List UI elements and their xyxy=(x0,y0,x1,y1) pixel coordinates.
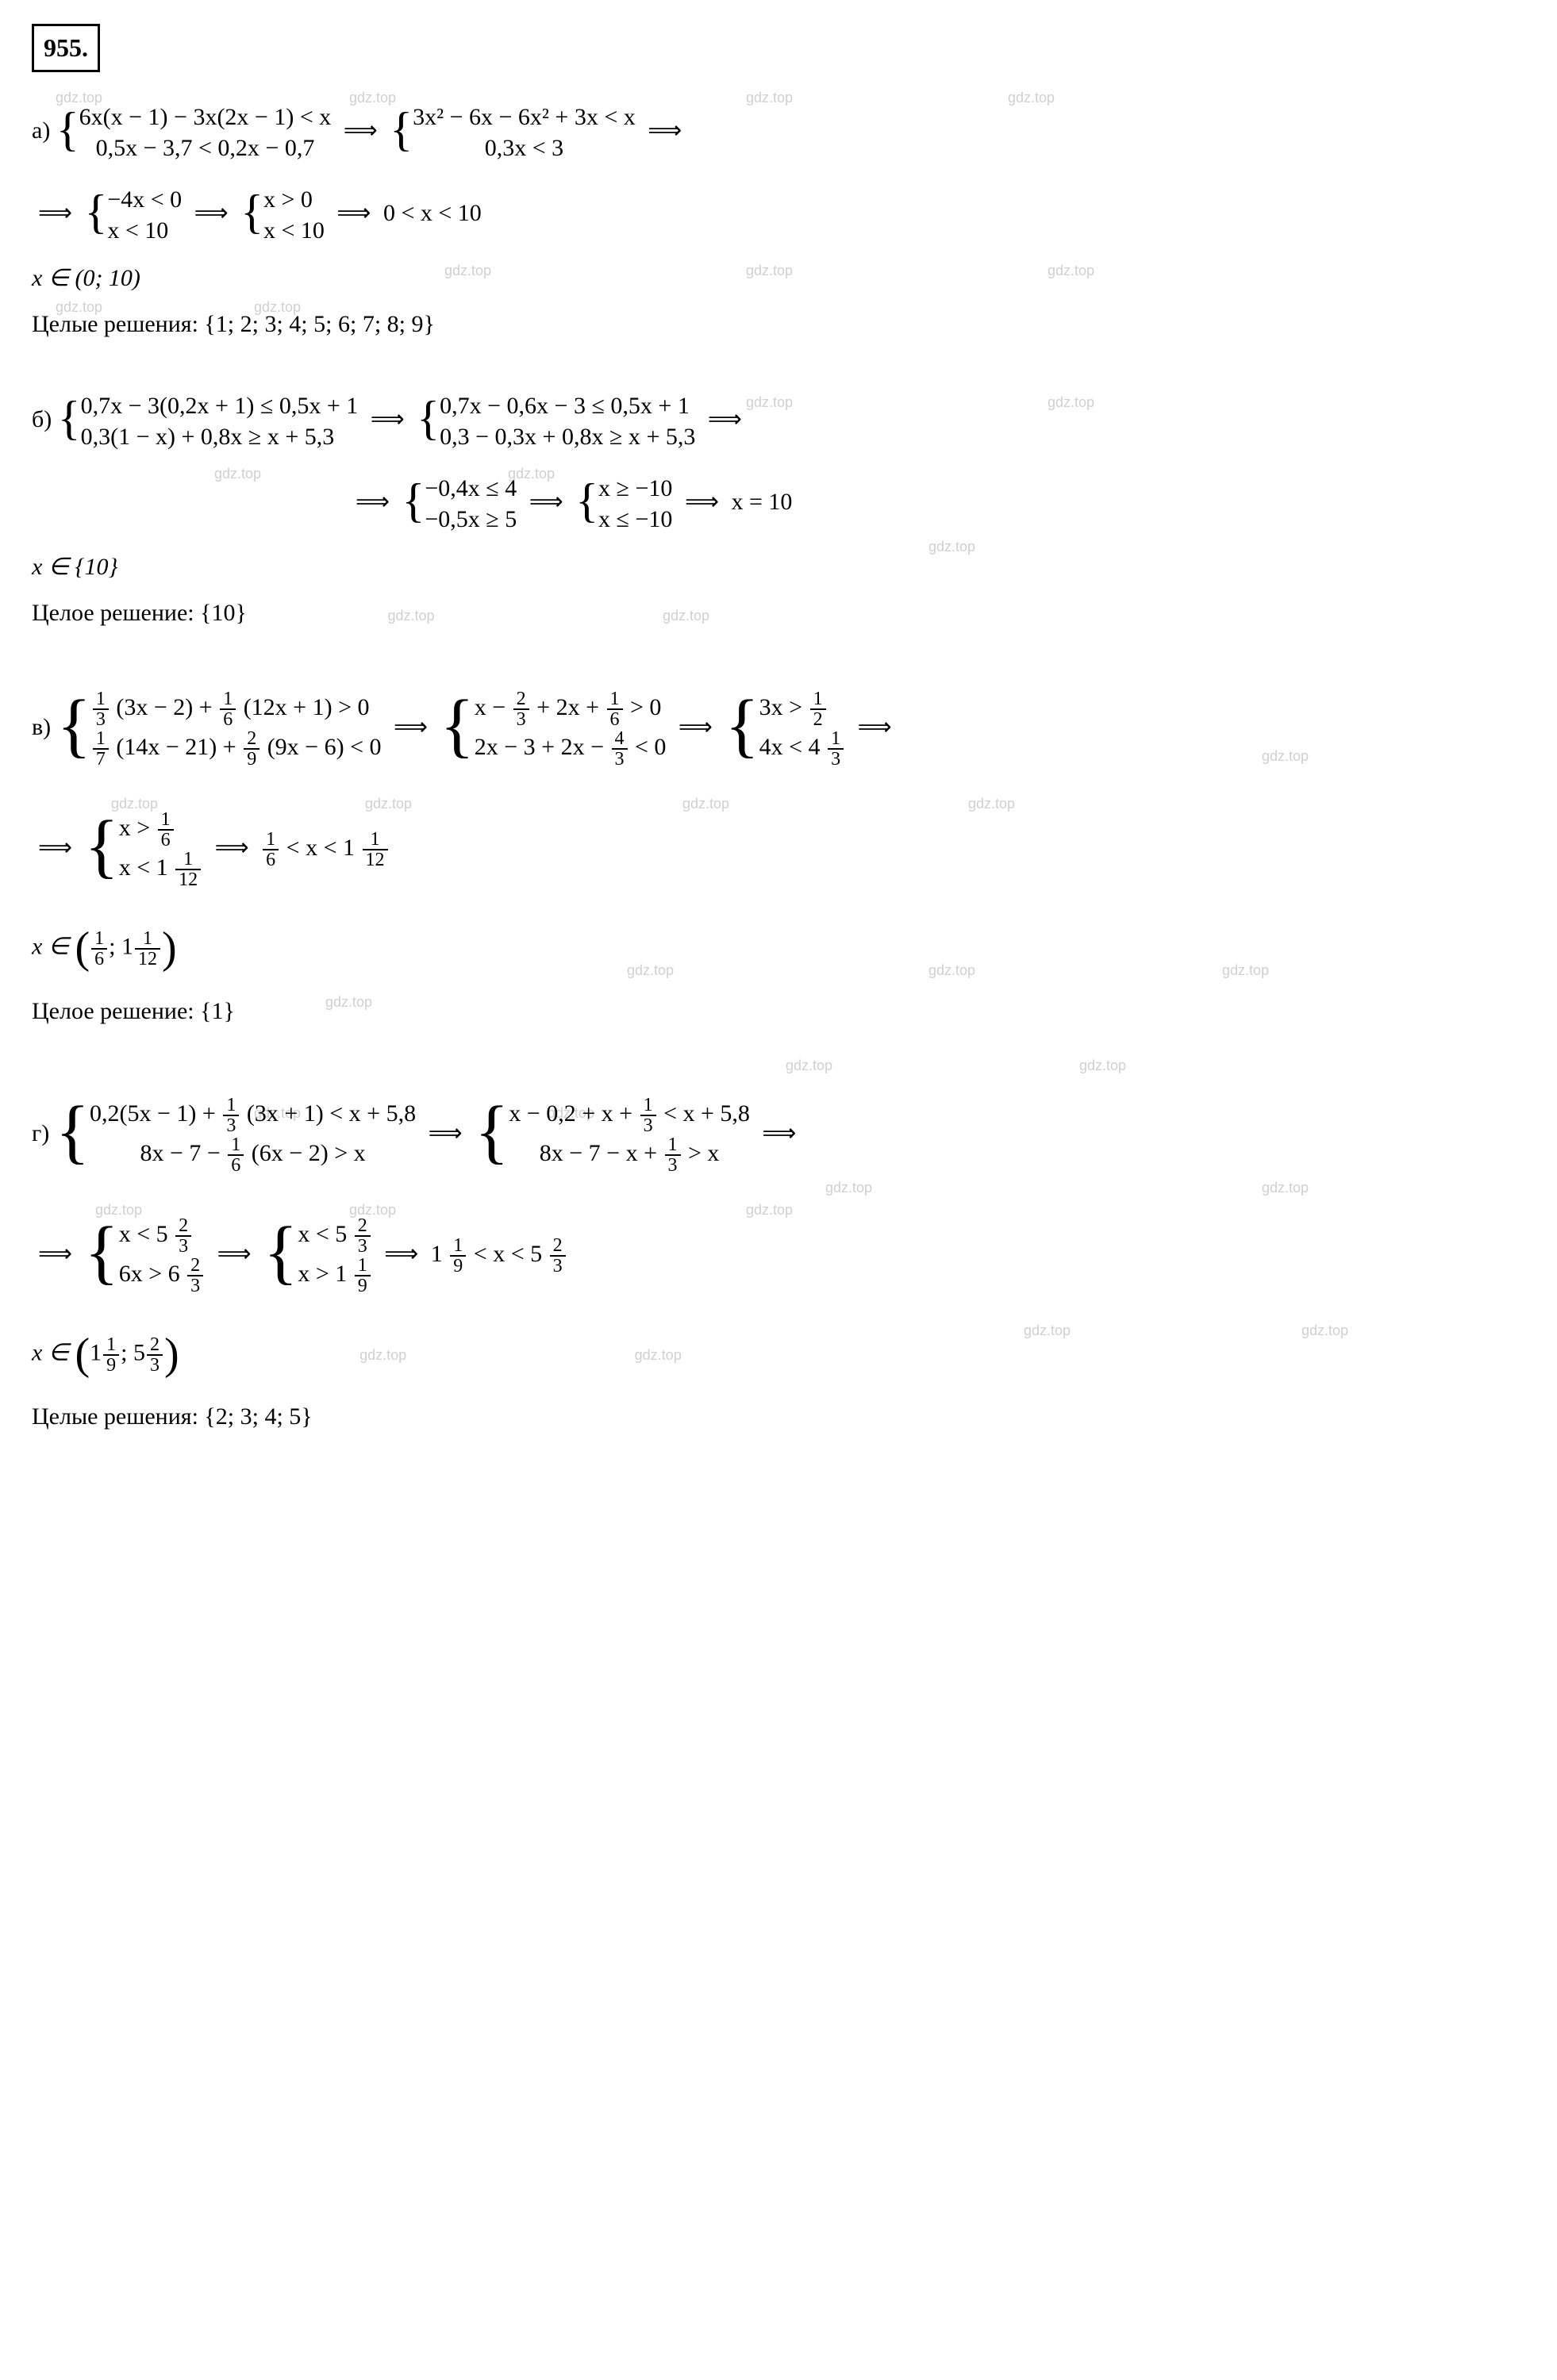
interval: x ∈ {10} xyxy=(32,554,117,580)
part-c-line1: в) { 13 (3x − 2) + 16 (12x + 1) > 0 17 (… xyxy=(32,672,1525,786)
part-b-interval: x ∈ {10} xyxy=(32,548,1525,586)
part-c-label: в) xyxy=(32,714,51,740)
arrow-icon: ⟹ xyxy=(708,406,742,432)
watermark: gdz.top xyxy=(387,608,434,624)
part-b-label: б) xyxy=(32,406,52,432)
arrow-icon: ⟹ xyxy=(38,200,72,226)
arrow-icon: ⟹ xyxy=(356,489,390,515)
part-d-answer: Целые решения: {2; 3; 4; 5} xyxy=(32,1398,1525,1436)
arrow-icon: ⟹ xyxy=(194,200,229,226)
part-a-label: а) xyxy=(32,117,50,144)
part-a-line2: ⟹ { −4x < 0 x < 10 ⟹ { x > 0 x < 10 ⟹ 0 … xyxy=(32,177,1525,253)
part-d-line2: ⟹ { x < 5 23 6x > 6 23 ⟹ { x < 5 23 xyxy=(32,1199,1525,1313)
sys-row: 0,7x − 0,6x − 3 ≤ 0,5x + 1 xyxy=(440,390,695,421)
arrow-icon: ⟹ xyxy=(384,1241,418,1267)
arrow-icon: ⟹ xyxy=(858,714,892,740)
arrow-icon: ⟹ xyxy=(394,714,428,740)
sys-row: x < 10 xyxy=(263,215,325,246)
part-c-interval: x ∈ (16; 1112) xyxy=(32,913,1525,985)
answer-label: Целые решения: xyxy=(32,311,198,337)
arrow-icon: ⟹ xyxy=(529,489,563,515)
part-a: gdz.top gdz.top gdz.top gdz.top а) { 6x(… xyxy=(32,94,1525,344)
sys-row: −0,4x ≤ 4 xyxy=(425,473,517,504)
watermark: gdz.top xyxy=(663,608,709,624)
sys-row: 0,3 − 0,3x + 0,8x ≥ x + 5,3 xyxy=(440,421,695,452)
sys-row: 0,3(1 − x) + 0,8x ≥ x + 5,3 xyxy=(81,421,359,452)
arrow-icon: ⟹ xyxy=(336,200,371,226)
watermark: gdz.top xyxy=(786,1054,832,1077)
answer-label: Целое решение: xyxy=(32,998,194,1024)
arrow-icon: ⟹ xyxy=(685,489,719,515)
answer-set: {10} xyxy=(200,600,247,626)
arrow-icon: ⟹ xyxy=(429,1120,463,1146)
part-c-line2: ⟹ { x > 16 x < 1 112 ⟹ 16 < x < 1 112 xyxy=(32,793,1525,907)
part-d-line1: г) { 0,2(5x − 1) + 13 (3x + 1) < x + 5,8… xyxy=(32,1078,1525,1192)
sys-row: −0,5x ≥ 5 xyxy=(425,504,517,535)
part-b-line2: ⟹ { −0,4x ≤ 4 −0,5x ≥ 5 ⟹ { x ≥ −10 x ≤ … xyxy=(32,466,1525,542)
part-b-answer: Целое решение: {10} gdz.top gdz.top xyxy=(32,594,1525,632)
watermark: gdz.top xyxy=(359,1347,406,1363)
part-c: в) { 13 (3x − 2) + 16 (12x + 1) > 0 17 (… xyxy=(32,672,1525,1031)
interval: x ∈ (0; 10) xyxy=(32,265,140,291)
arrow-icon: ⟹ xyxy=(648,117,682,144)
answer-set: {1; 2; 3; 4; 5; 6; 7; 8; 9} xyxy=(204,311,434,337)
problem-number-box: 955. xyxy=(32,24,100,72)
sys-row: −4x < 0 xyxy=(107,184,182,215)
arrow-icon: ⟹ xyxy=(38,1241,72,1267)
arrow-icon: ⟹ xyxy=(38,835,72,861)
sys-row: x > 0 xyxy=(263,184,325,215)
part-d-interval: x ∈ (119; 523) gdz.top gdz.top xyxy=(32,1319,1525,1391)
part-a-answer: Целые решения: {1; 2; 3; 4; 5; 6; 7; 8; … xyxy=(32,305,1525,344)
sys-row: 3x² − 6x − 6x² + 3x < x xyxy=(413,102,636,132)
sys-row: 0,3x < 3 xyxy=(413,132,636,163)
sys-row: x ≤ −10 xyxy=(598,504,672,535)
part-a-interval: x ∈ (0; 10) xyxy=(32,259,1525,298)
part-c-answer: Целое решение: {1} xyxy=(32,992,1525,1031)
sys-row: x ≥ −10 xyxy=(598,473,672,504)
answer-label: Целое решение: xyxy=(32,600,194,626)
result-chain: x = 10 xyxy=(731,489,792,515)
sys-row: x < 10 xyxy=(107,215,182,246)
arrow-icon: ⟹ xyxy=(217,1241,252,1267)
arrow-icon: ⟹ xyxy=(215,835,249,861)
part-b-line1: б) { 0,7x − 3(0,2x + 1) ≤ 0,5x + 1 0,3(1… xyxy=(32,383,1525,459)
arrow-icon: ⟹ xyxy=(679,714,713,740)
result-chain: 0 < x < 10 xyxy=(383,200,482,226)
part-b: gdz.top gdz.top б) { 0,7x − 3(0,2x + 1) … xyxy=(32,383,1525,632)
arrow-icon: ⟹ xyxy=(344,117,378,144)
part-d: gdz.top gdz.top gdz.top gdz.top г) { 0,2… xyxy=(32,1078,1525,1437)
sys-row: 0,7x − 3(0,2x + 1) ≤ 0,5x + 1 xyxy=(81,390,359,421)
watermark: gdz.top xyxy=(635,1347,682,1363)
sys-row: 0,5x − 3,7 < 0,2x − 0,7 xyxy=(79,132,332,163)
answer-set: {1} xyxy=(200,998,235,1024)
arrow-icon: ⟹ xyxy=(371,406,405,432)
sys-row: 6x(x − 1) − 3x(2x − 1) < x xyxy=(79,102,332,132)
answer-set: {2; 3; 4; 5} xyxy=(204,1403,312,1430)
part-a-line1: а) { 6x(x − 1) − 3x(2x − 1) < x 0,5x − 3… xyxy=(32,94,1525,171)
part-d-label: г) xyxy=(32,1120,49,1146)
answer-label: Целые решения: xyxy=(32,1403,198,1430)
problem-number: 955. xyxy=(44,33,88,62)
arrow-icon: ⟹ xyxy=(762,1120,796,1146)
watermark: gdz.top xyxy=(1079,1054,1126,1077)
